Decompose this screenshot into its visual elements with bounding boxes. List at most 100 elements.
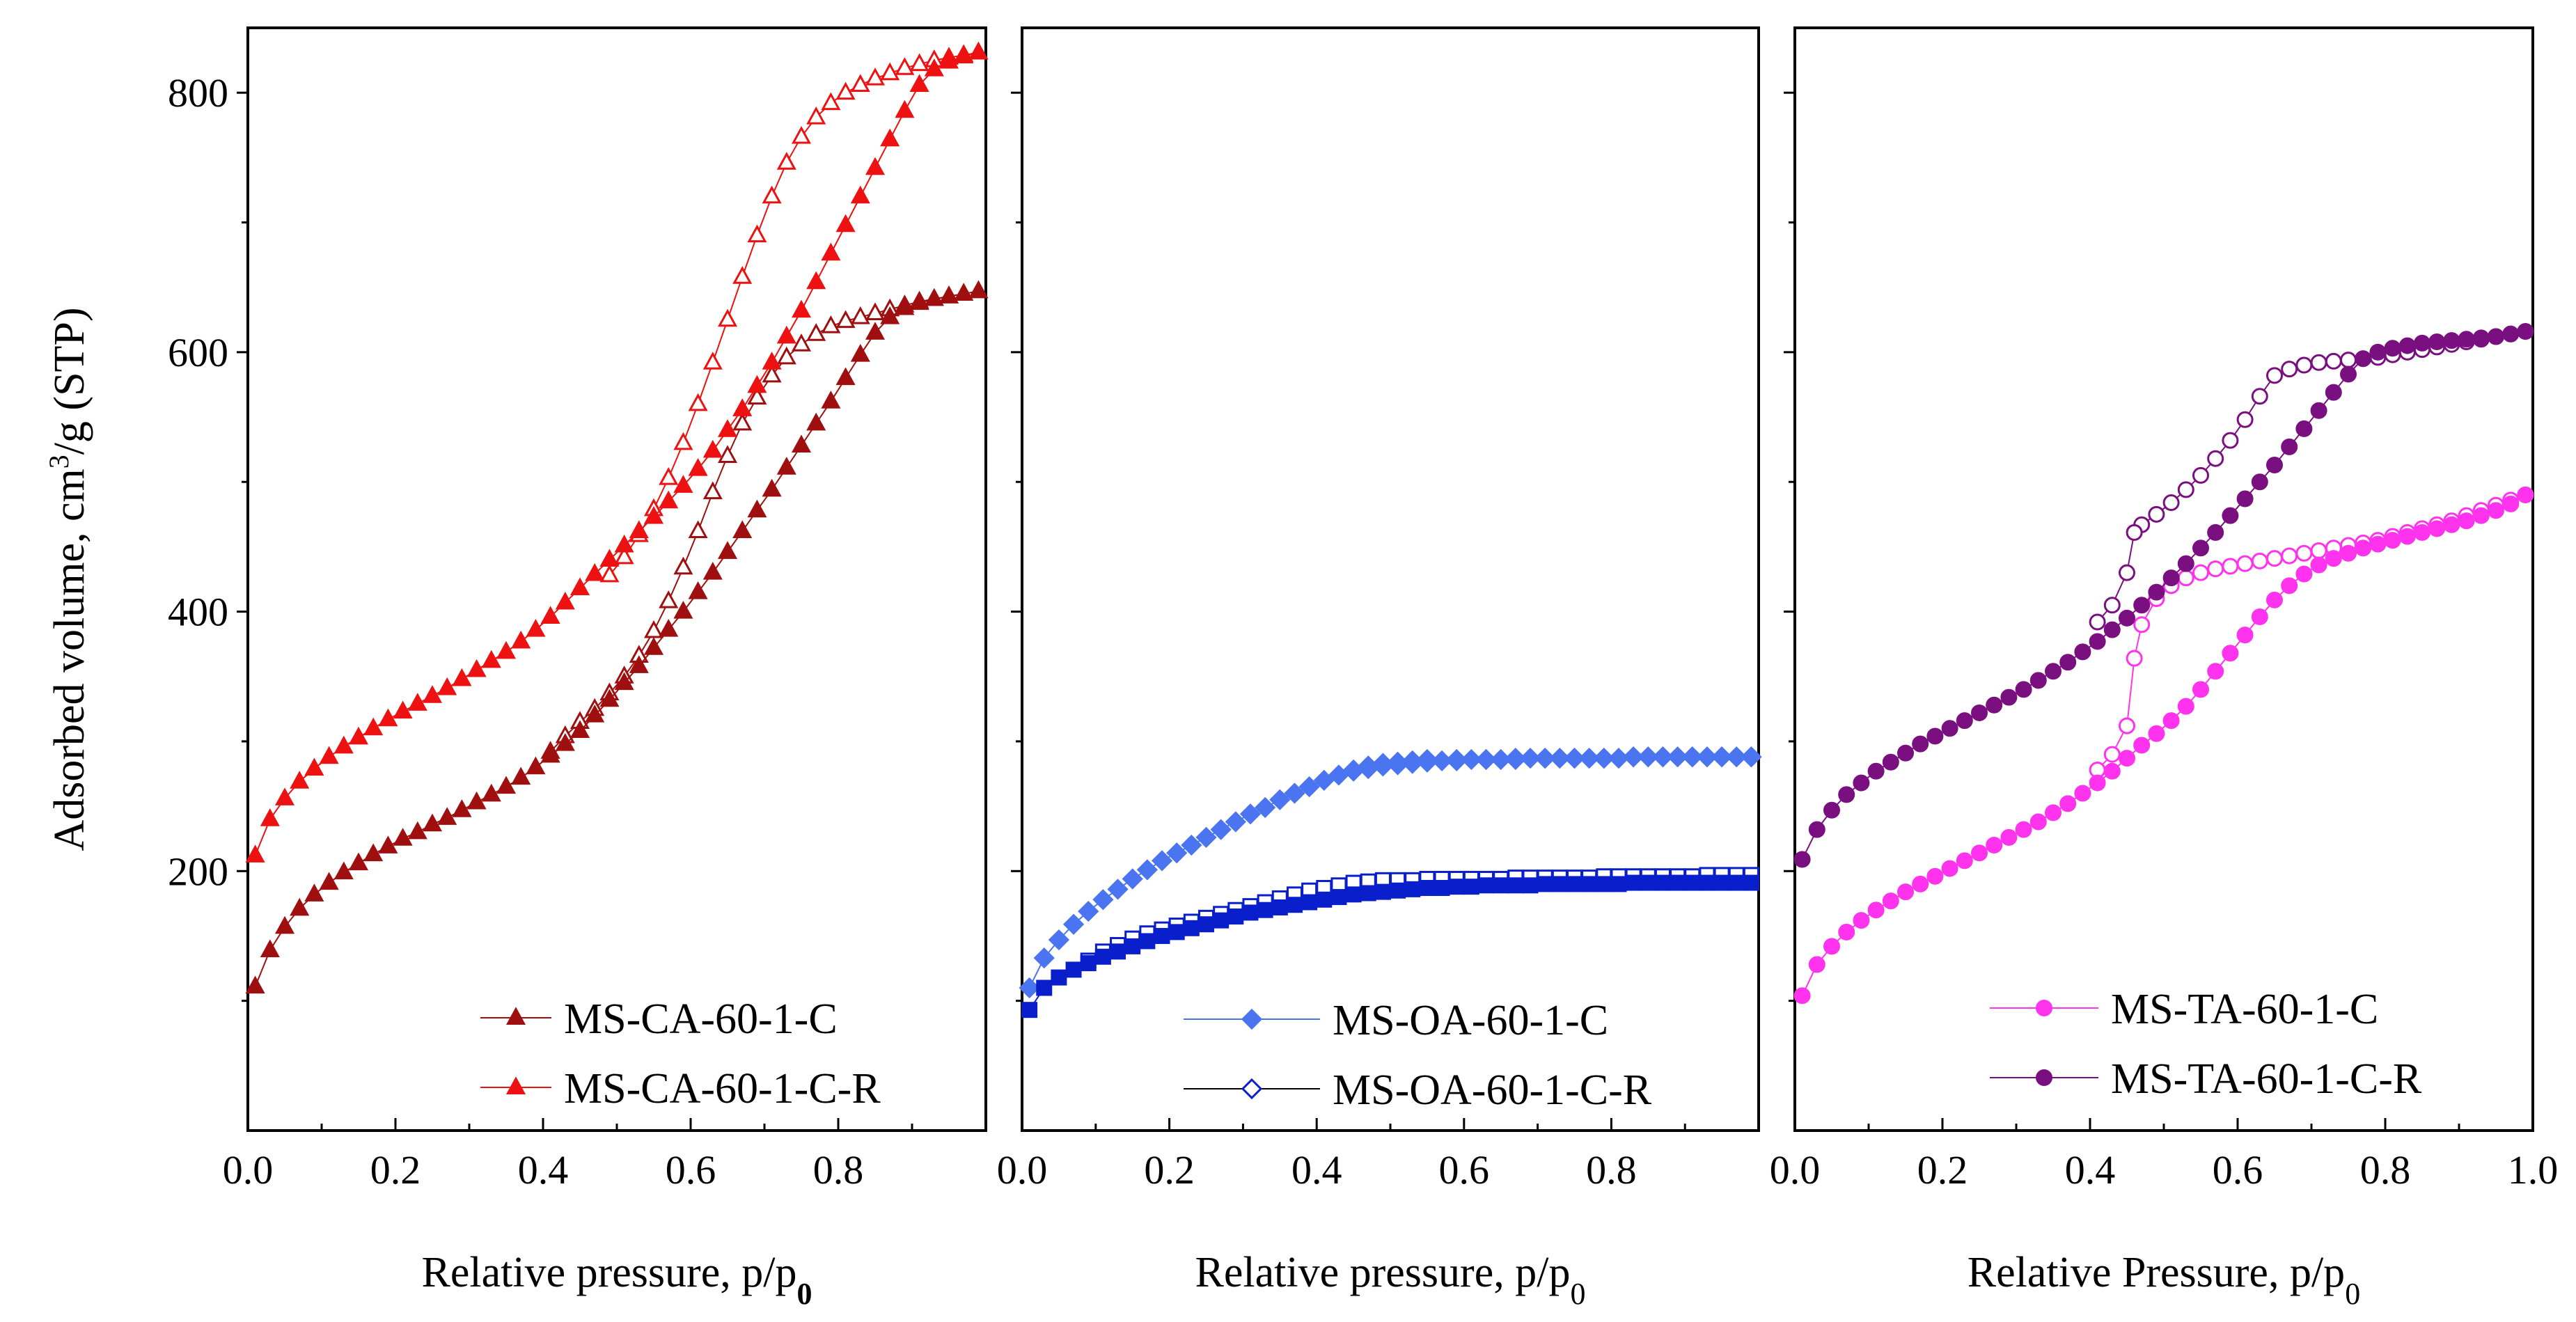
- desorption-point: [2266, 367, 2283, 384]
- adsorption-point: [1124, 938, 1141, 954]
- adsorption-point: [1448, 879, 1465, 895]
- adsorption-point: [1941, 860, 1958, 877]
- adsorption-point: [1213, 912, 1230, 929]
- adsorption-point: [2281, 438, 2298, 455]
- adsorption-point: [2340, 365, 2357, 383]
- adsorption-point: [2517, 486, 2534, 503]
- desorption-point: [806, 106, 826, 125]
- adsorption-point: [1741, 746, 1762, 768]
- adsorption-point: [1808, 956, 1825, 973]
- adsorption-point: [2236, 627, 2254, 644]
- adsorption-point: [1578, 748, 1600, 769]
- desorption-point: [791, 125, 812, 144]
- adsorption-point: [1623, 746, 1644, 768]
- adsorption-point: [304, 883, 324, 902]
- legend-label: MS-TA-60-1-C-R: [2111, 1055, 2422, 1103]
- adsorption-point: [688, 581, 708, 599]
- adsorption-point: [2103, 762, 2121, 780]
- desorption-point: [880, 62, 900, 81]
- adsorption-point: [2398, 528, 2416, 545]
- adsorption-point: [747, 499, 767, 518]
- adsorption-point: [481, 650, 501, 668]
- desorption-point: [762, 185, 782, 204]
- adsorption-point: [452, 668, 472, 686]
- adsorption-point: [688, 457, 708, 476]
- desorption-point: [791, 333, 812, 352]
- adsorption-point: [1593, 748, 1615, 769]
- adsorption-point: [555, 591, 575, 610]
- adsorption-point: [2089, 633, 2106, 650]
- adsorption-point: [1431, 750, 1453, 772]
- adsorption-point: [2045, 663, 2061, 680]
- adsorption-point: [1062, 913, 1085, 935]
- desorption-point: [762, 364, 782, 383]
- desorption-point: [2281, 361, 2298, 378]
- legend-label: MS-CA-60-1-C: [564, 996, 838, 1043]
- x-axis-label-middle: Relative pressure, p/p0: [1195, 1249, 1586, 1311]
- adsorption-point: [2310, 556, 2327, 574]
- adsorption-point: [909, 74, 929, 92]
- adsorption-point: [1269, 789, 1291, 810]
- adsorption-point: [1696, 746, 1718, 768]
- desorption-point: [688, 520, 708, 539]
- adsorption-point: [2266, 457, 2283, 474]
- adsorption-point: [2384, 532, 2401, 549]
- adsorption-point: [643, 505, 664, 524]
- adsorption-point: [1048, 929, 1070, 951]
- adsorption-point: [1699, 874, 1715, 891]
- adsorption-point: [1808, 821, 1825, 838]
- adsorption-point: [2398, 337, 2416, 354]
- adsorption-point: [2119, 609, 2135, 627]
- series-MS-OA-60-1-C: [1019, 746, 1762, 999]
- adsorption-point: [2310, 402, 2327, 419]
- adsorption-point: [732, 520, 753, 539]
- adsorption-point: [702, 439, 723, 458]
- adsorption-point: [1110, 943, 1126, 960]
- adsorption-point: [260, 939, 280, 957]
- desorption-point: [850, 306, 870, 324]
- adsorption-point: [2089, 774, 2106, 792]
- adsorption-point: [1507, 877, 1524, 894]
- adsorption-point: [880, 306, 900, 324]
- desorption-point: [2119, 717, 2135, 734]
- desorption-point: [2325, 352, 2342, 370]
- adsorption-point: [1181, 834, 1202, 856]
- adsorption-point: [1728, 874, 1745, 891]
- adsorption-point: [2369, 343, 2387, 361]
- adsorption-point: [407, 693, 427, 711]
- adsorption-point: [2074, 785, 2091, 802]
- x-tick-label: 0.0: [997, 1147, 1048, 1193]
- adsorption-point: [776, 325, 796, 344]
- adsorption-point: [821, 391, 841, 409]
- adsorption-point: [1684, 874, 1701, 891]
- adsorption-point: [2236, 490, 2254, 507]
- adsorption-point: [1092, 889, 1114, 911]
- adsorption-point: [540, 606, 560, 624]
- adsorption-point: [2325, 384, 2342, 401]
- adsorption-point: [1971, 704, 1988, 721]
- adsorption-point: [2103, 621, 2121, 638]
- y-tick-label: 200: [168, 849, 228, 894]
- adsorption-point: [1726, 746, 1748, 768]
- adsorption-point: [1941, 720, 1958, 737]
- adsorption-point: [1853, 774, 1870, 792]
- adsorption-point: [1404, 881, 1421, 897]
- adsorption-point: [393, 828, 413, 846]
- adsorption-point: [1021, 1002, 1038, 1018]
- adsorption-point: [2148, 725, 2165, 742]
- adsorption-point: [643, 637, 664, 655]
- adsorption-point: [2414, 524, 2430, 541]
- adsorption-point: [570, 720, 590, 739]
- adsorption-point: [526, 756, 546, 775]
- desorption-point: [2207, 560, 2224, 578]
- x-tick-label: 0.0: [1770, 1147, 1821, 1193]
- adsorption-point: [1122, 868, 1143, 890]
- adsorption-point: [1286, 897, 1303, 913]
- desorption-point: [2236, 411, 2254, 428]
- x-axis-label-left: Relative pressure, p/p0: [422, 1249, 812, 1311]
- adsorption-point: [2369, 535, 2387, 553]
- adsorption-point: [348, 726, 369, 745]
- adsorption-point: [1080, 955, 1097, 972]
- adsorption-point: [496, 640, 517, 659]
